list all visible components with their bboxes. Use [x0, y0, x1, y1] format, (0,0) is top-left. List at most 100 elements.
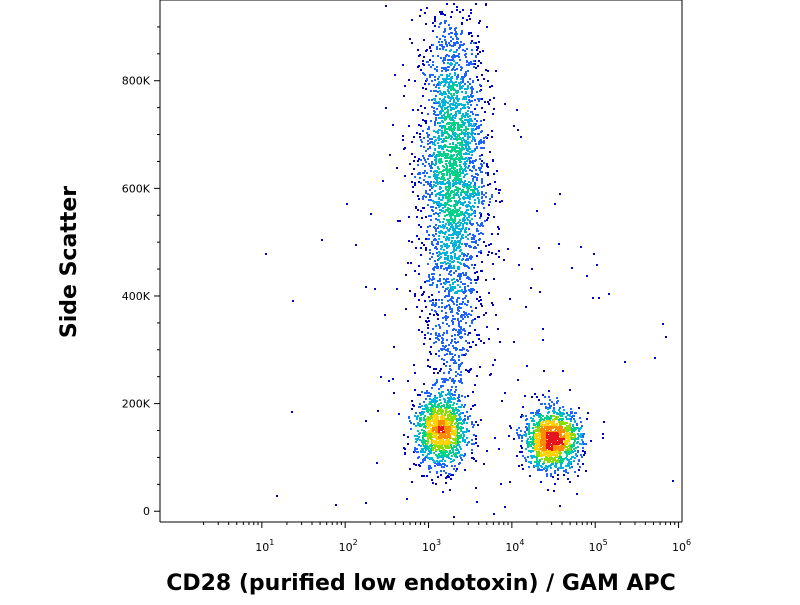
- event-dot: [474, 160, 476, 162]
- event-dot: [429, 313, 431, 315]
- event-dot: [441, 115, 443, 117]
- event-dot: [568, 436, 570, 438]
- event-dot: [451, 108, 453, 110]
- event-dot: [517, 379, 519, 381]
- event-dot: [475, 114, 477, 116]
- event-dot: [469, 169, 471, 171]
- event-dot: [441, 74, 443, 76]
- event-dot: [453, 101, 455, 103]
- event-dot: [423, 56, 425, 58]
- event-dot: [453, 82, 455, 84]
- event-dot: [458, 147, 460, 149]
- event-dot: [569, 463, 571, 465]
- event-dot: [480, 124, 482, 126]
- event-dot: [365, 502, 367, 504]
- event-dot: [439, 460, 441, 462]
- event-dot: [444, 125, 446, 127]
- event-dot: [436, 284, 438, 286]
- event-dot: [450, 267, 452, 269]
- event-dot: [432, 447, 434, 449]
- event-dot: [458, 258, 460, 260]
- event-dot: [443, 236, 445, 238]
- event-dot: [470, 157, 472, 159]
- event-dot: [481, 193, 483, 195]
- event-dot: [433, 416, 435, 418]
- event-dot: [476, 334, 478, 336]
- event-dot: [528, 445, 530, 447]
- event-dot: [574, 450, 576, 452]
- event-dot: [449, 208, 451, 210]
- event-dot: [445, 295, 447, 297]
- event-dot: [417, 430, 419, 432]
- event-dot: [409, 38, 411, 40]
- event-dot: [438, 299, 440, 301]
- event-dot: [463, 311, 465, 313]
- event-dot: [435, 90, 437, 92]
- event-dot: [462, 272, 464, 274]
- event-dot: [467, 189, 469, 191]
- event-dot: [475, 344, 477, 346]
- event-dot: [448, 476, 450, 478]
- event-dot: [457, 231, 459, 233]
- event-dot: [528, 461, 530, 463]
- event-dot: [495, 200, 497, 202]
- event-dot: [457, 76, 459, 78]
- event-dot: [432, 425, 434, 427]
- event-dot: [445, 163, 447, 165]
- event-dot: [568, 433, 570, 435]
- event-dot: [489, 86, 491, 88]
- event-dot: [453, 129, 455, 131]
- event-dot: [520, 136, 522, 138]
- event-dot: [462, 427, 464, 429]
- event-dot: [459, 278, 461, 280]
- event-dot: [464, 415, 466, 417]
- event-dot: [457, 284, 459, 286]
- event-dot: [429, 189, 431, 191]
- event-dot: [437, 78, 439, 80]
- event-dot: [438, 87, 440, 89]
- event-dot: [461, 454, 463, 456]
- event-dot: [513, 438, 515, 440]
- event-dot: [467, 195, 469, 197]
- event-dot: [428, 199, 430, 201]
- event-dot: [463, 314, 465, 316]
- event-dot: [586, 418, 588, 420]
- event-dot: [436, 418, 438, 420]
- event-dot: [528, 443, 530, 445]
- event-dot: [472, 193, 474, 195]
- event-dot: [434, 111, 436, 113]
- event-dot: [465, 147, 467, 149]
- event-dot: [443, 218, 445, 220]
- event-dot: [462, 318, 464, 320]
- event-dot: [458, 228, 460, 230]
- event-dot: [465, 144, 467, 146]
- event-dot: [462, 204, 464, 206]
- event-dot: [423, 179, 425, 181]
- event-dot: [437, 314, 439, 316]
- event-dot: [438, 235, 440, 237]
- event-dot: [447, 133, 449, 135]
- event-dot: [444, 91, 446, 93]
- event-dot: [471, 53, 473, 55]
- event-dot: [509, 481, 511, 483]
- event-dot: [449, 198, 451, 200]
- event-dot: [434, 465, 436, 467]
- event-dot: [497, 226, 499, 228]
- event-dot: [530, 417, 532, 419]
- event-dot: [569, 389, 571, 391]
- event-dot: [434, 136, 436, 138]
- event-dot: [464, 303, 466, 305]
- event-dot: [495, 314, 497, 316]
- event-dot: [449, 446, 451, 448]
- event-dot: [451, 240, 453, 242]
- event-dot: [449, 85, 451, 87]
- event-dot: [486, 450, 488, 452]
- event-dot: [466, 444, 468, 446]
- event-dot: [593, 253, 595, 255]
- event-dot: [421, 141, 423, 143]
- event-dot: [453, 381, 455, 383]
- event-dot: [458, 324, 460, 326]
- event-dot: [540, 452, 542, 454]
- event-dot: [424, 442, 426, 444]
- event-dot: [483, 78, 485, 80]
